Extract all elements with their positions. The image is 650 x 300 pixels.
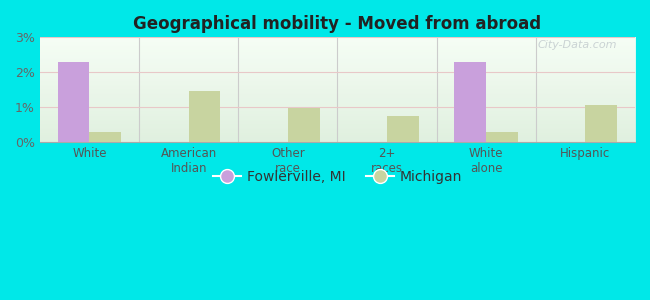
Bar — [486, 132, 518, 142]
Bar — [90, 132, 121, 142]
Bar — [188, 91, 220, 142]
Text: City-Data.com: City-Data.com — [538, 40, 617, 50]
Bar — [288, 108, 320, 142]
Bar — [454, 62, 486, 142]
Bar — [58, 62, 90, 142]
Title: Geographical mobility - Moved from abroad: Geographical mobility - Moved from abroa… — [133, 15, 541, 33]
Bar — [387, 116, 419, 142]
Bar — [586, 105, 617, 142]
Legend: Fowlerville, MI, Michigan: Fowlerville, MI, Michigan — [207, 164, 467, 189]
